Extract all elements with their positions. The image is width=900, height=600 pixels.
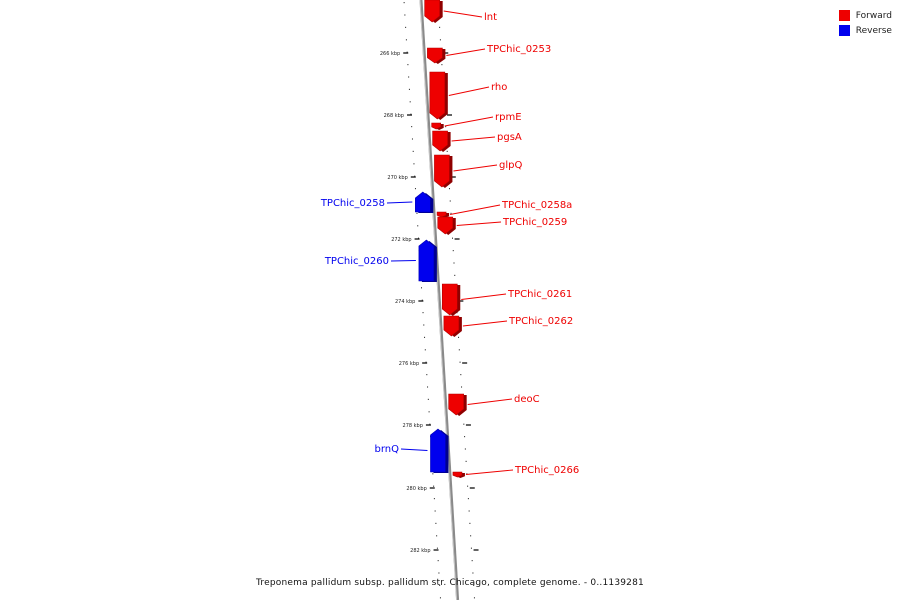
gene-arrow-TPChic_0258 [415, 191, 431, 213]
gene-arrow-TPChic_0261 [441, 283, 458, 316]
gene-leader-TPChic_0260 [390, 260, 416, 262]
gene-leader-glpQ [453, 164, 498, 172]
backbone [419, 0, 460, 600]
gene-label-glpQ: glpQ [499, 160, 522, 171]
gene-label-TPChic_0260: TPChic_0260 [324, 256, 389, 267]
gene-label-pgsA: pgsA [497, 132, 522, 143]
gene-label-deoC: deoC [514, 394, 540, 405]
legend-label-reverse: Reverse [855, 25, 892, 36]
gene-label-brnQ: brnQ [375, 444, 400, 455]
gene-leader-deoC [467, 398, 513, 405]
gene-arrow-TPChic_0259 [437, 216, 454, 235]
gene-arrow-glpQ [434, 154, 450, 188]
gene-label-TPChic_0258a: TPChic_0258a [501, 200, 572, 211]
tick-label: 270 kbp [387, 175, 407, 181]
gene-leader-pgsA [451, 136, 496, 142]
gene-leader-brnQ [400, 448, 428, 451]
tick-label: 268 kbp [384, 113, 404, 119]
gene-arrow-TPChic_0258a [436, 211, 447, 218]
gene-label-rpmE: rpmE [495, 112, 522, 123]
gene-leader-TPChic_0259 [456, 221, 502, 226]
gene-leader-TPChic_0262 [462, 320, 508, 327]
gene-arrow-pgsA [432, 130, 448, 152]
gene-arrow-deoC [448, 393, 464, 416]
gene-arrow-TPChic_0262 [443, 315, 460, 337]
gene-label-rho: rho [491, 82, 507, 93]
legend-label-forward: Forward [855, 10, 892, 21]
gene-leader-TPChic_0261 [461, 293, 507, 300]
tick-label: 276 kbp [399, 361, 419, 367]
gene-label-TPChic_0258: TPChic_0258 [320, 198, 385, 209]
tick-label: 282 kbp [410, 548, 430, 554]
gene-label-TPChic_0262: TPChic_0262 [508, 316, 573, 327]
legend-item-forward: Forward [838, 8, 892, 23]
gene-leader-rho [448, 86, 490, 96]
gene-leader-TPChic_0258a [450, 204, 501, 215]
gene-label-TPChic_0261: TPChic_0261 [507, 289, 572, 300]
gene-arrow-TPChic_0266 [452, 471, 463, 478]
gene-arrow-rho [429, 71, 446, 120]
legend-swatch-forward [838, 10, 850, 21]
gene-arrow-rpmE [431, 122, 441, 130]
backbone-highlight [419, 0, 457, 600]
legend-swatch-reverse [838, 25, 850, 36]
genome-caption: Treponema pallidum subsp. pallidum str. … [256, 578, 644, 588]
gene-arrow-lnt [424, 0, 440, 23]
legend-item-reverse: Reverse [838, 23, 892, 38]
tick-label: 266 kbp [380, 51, 400, 57]
gene-arrow-TPChic_0260 [418, 239, 435, 282]
gene-leader-TPChic_0258 [386, 201, 413, 204]
legend: Forward Reverse [838, 8, 892, 38]
gene-leader-lnt [443, 10, 483, 18]
gene-leader-TPChic_0266 [465, 469, 514, 475]
gene-leader-TPChic_0253 [446, 48, 486, 56]
tick-label: 278 kbp [403, 423, 423, 429]
gene-label-TPChic_0253: TPChic_0253 [486, 44, 551, 55]
gene-label-lnt: lnt [484, 12, 497, 23]
tick-label: 274 kbp [395, 299, 415, 305]
gene-leader-rpmE [444, 116, 494, 127]
gene-label-TPChic_0259: TPChic_0259 [502, 217, 567, 228]
tick-label: 280 kbp [406, 486, 426, 492]
gene-arrow-brnQ [430, 428, 446, 473]
tick-label: 272 kbp [391, 237, 411, 243]
gene-label-TPChic_0266: TPChic_0266 [514, 465, 579, 476]
gene-arrow-TPChic_0253 [427, 47, 443, 64]
